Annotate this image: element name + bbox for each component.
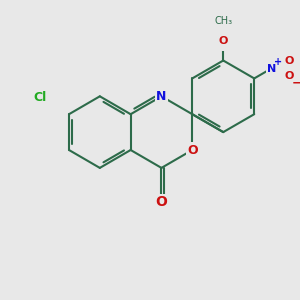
Text: +: + xyxy=(274,57,282,67)
Text: O: O xyxy=(284,56,294,66)
Text: N: N xyxy=(156,90,167,103)
Text: O: O xyxy=(155,195,167,209)
Text: Cl: Cl xyxy=(33,91,46,103)
Text: O: O xyxy=(219,36,228,46)
Text: O: O xyxy=(284,71,294,81)
Text: −: − xyxy=(291,77,300,90)
Text: O: O xyxy=(187,143,198,157)
Text: N: N xyxy=(267,64,276,74)
Text: CH₃: CH₃ xyxy=(214,16,232,26)
